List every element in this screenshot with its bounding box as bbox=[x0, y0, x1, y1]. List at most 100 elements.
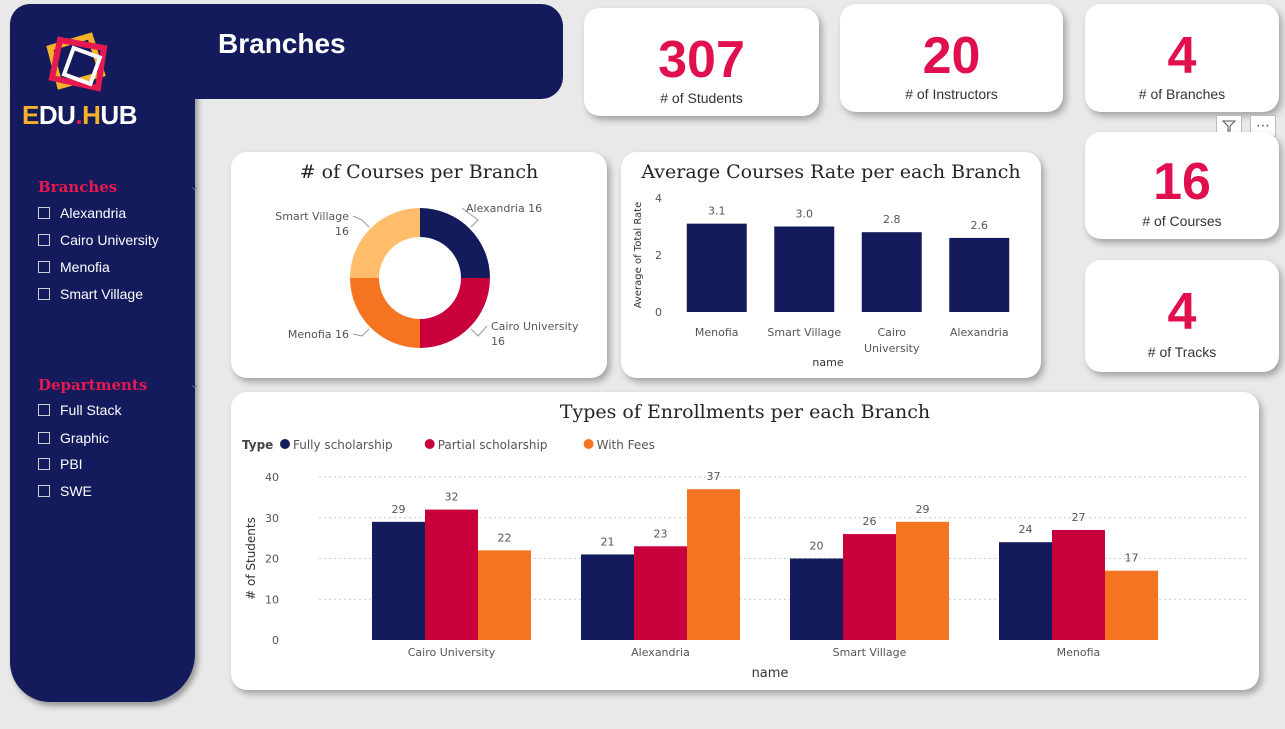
legend-marker bbox=[424, 439, 435, 449]
donut-slice bbox=[420, 278, 490, 348]
chart-title: Average Courses Rate per each Branch bbox=[641, 161, 1021, 183]
checkbox[interactable] bbox=[38, 432, 50, 444]
branch-option-alexandria[interactable]: Alexandria bbox=[38, 205, 126, 221]
x-tick-label: Alexandria bbox=[631, 646, 690, 659]
enrollments-bar-chart: Type Fully scholarship Partial scholarship… bbox=[242, 438, 1249, 681]
data-label: 20 bbox=[810, 540, 824, 553]
legend-label: With Fees bbox=[597, 438, 655, 452]
x-tick-label: Cairo bbox=[878, 326, 907, 339]
checkbox[interactable] bbox=[38, 234, 50, 246]
branch-option-smart-village[interactable]: Smart Village bbox=[38, 286, 143, 302]
leader-line bbox=[352, 215, 370, 228]
kpi-card-tracks: 4 # of Tracks bbox=[1085, 260, 1279, 372]
chevron-down-icon[interactable]: ⌄ bbox=[190, 378, 200, 391]
x-tick-label: Smart Village bbox=[767, 326, 841, 339]
department-option-swe[interactable]: SWE bbox=[38, 483, 92, 499]
kpi-value: 20 bbox=[922, 27, 981, 85]
data-label: 17 bbox=[1125, 552, 1139, 565]
bar bbox=[999, 542, 1052, 640]
y-tick-label: 0 bbox=[272, 634, 279, 647]
branches-slicer-title: Branches bbox=[38, 178, 118, 196]
x-tick-label: Alexandria bbox=[950, 326, 1009, 339]
checkbox[interactable] bbox=[38, 261, 50, 273]
kpi-label: # of Branches bbox=[1138, 86, 1226, 102]
data-label: 3.1 bbox=[708, 205, 726, 218]
data-label: Cairo University 16 bbox=[491, 320, 579, 348]
data-label: Alexandria 16 bbox=[466, 202, 542, 215]
bar bbox=[634, 546, 687, 640]
department-option-full-stack[interactable]: Full Stack bbox=[38, 402, 121, 418]
data-label: 22 bbox=[498, 531, 512, 544]
data-label: Menofia 16 bbox=[288, 328, 349, 341]
y-tick-label: 0 bbox=[655, 306, 662, 319]
bar bbox=[687, 489, 740, 640]
bar bbox=[686, 223, 747, 312]
more-options-icon[interactable]: ⋯ bbox=[1250, 115, 1276, 137]
donut-slice bbox=[350, 278, 420, 348]
bar bbox=[774, 226, 835, 312]
legend-title: Type bbox=[242, 438, 273, 452]
department-option-graphic[interactable]: Graphic bbox=[38, 430, 109, 446]
logo-icon bbox=[46, 32, 108, 92]
data-label: 27 bbox=[1072, 511, 1086, 524]
data-label: 32 bbox=[445, 491, 459, 504]
enrollments-card: Types of Enrollments per each Branch Typ… bbox=[231, 392, 1259, 690]
checkbox[interactable] bbox=[38, 485, 50, 497]
bar bbox=[478, 550, 531, 640]
filter-icon[interactable] bbox=[1216, 115, 1242, 137]
x-tick-label: University bbox=[864, 342, 920, 355]
kpi-card-students: 307 # of Students bbox=[584, 8, 819, 116]
checkbox[interactable] bbox=[38, 458, 50, 470]
avg-rate-card: Average Courses Rate per each Branch 0 2 4… bbox=[621, 152, 1041, 378]
donut-slice bbox=[350, 208, 420, 278]
kpi-value: 16 bbox=[1153, 153, 1211, 211]
branch-option-cairo-university[interactable]: Cairo University bbox=[38, 232, 159, 248]
avg-rate-bar-chart: 0 2 4 Average of Total Rate 3.1 Menofia 3.0 Sma… bbox=[633, 192, 1010, 369]
bar bbox=[372, 521, 425, 640]
departments-slicer-title: Departments bbox=[38, 376, 148, 394]
chart-title: # of Courses per Branch bbox=[299, 161, 539, 183]
page-title: Branches bbox=[218, 28, 346, 59]
kpi-label: # of Instructors bbox=[905, 86, 998, 102]
bar bbox=[581, 554, 634, 640]
kpi-value: 307 bbox=[658, 31, 745, 89]
bar bbox=[425, 509, 478, 640]
chart-title: Types of Enrollments per each Branch bbox=[559, 401, 931, 423]
sidebar bbox=[10, 4, 195, 702]
chevron-down-icon[interactable]: ⌄ bbox=[190, 180, 200, 193]
department-option-pbi[interactable]: PBI bbox=[38, 456, 83, 472]
checkbox[interactable] bbox=[38, 207, 50, 219]
y-tick-label: 40 bbox=[265, 471, 279, 484]
data-label: 29 bbox=[916, 503, 930, 516]
bar bbox=[861, 232, 922, 312]
data-label: 2.8 bbox=[883, 213, 901, 226]
checkbox[interactable] bbox=[38, 404, 50, 416]
branch-option-menofia[interactable]: Menofia bbox=[38, 259, 110, 275]
y-tick-label: 4 bbox=[655, 192, 662, 205]
leader-line bbox=[461, 207, 479, 228]
kpi-card-branches: 4 # of Branches bbox=[1085, 4, 1279, 112]
donut-slice bbox=[420, 208, 490, 278]
leader-line bbox=[470, 325, 488, 337]
x-tick-label: Menofia bbox=[1057, 646, 1101, 659]
checkbox[interactable] bbox=[38, 288, 50, 300]
data-label: 37 bbox=[707, 470, 721, 483]
data-label: 2.6 bbox=[971, 219, 989, 232]
x-tick-label: Smart Village bbox=[833, 646, 907, 659]
legend-label: Partial scholarship bbox=[438, 438, 548, 452]
y-tick-label: 20 bbox=[265, 553, 279, 566]
legend-marker bbox=[280, 439, 290, 449]
kpi-card-courses: 16 # of Courses bbox=[1085, 132, 1279, 239]
y-tick-label: 2 bbox=[655, 249, 662, 262]
data-label: 29 bbox=[392, 503, 406, 516]
bar bbox=[790, 558, 843, 640]
bar bbox=[1052, 529, 1105, 640]
kpi-value: 4 bbox=[1167, 283, 1197, 341]
legend-marker bbox=[583, 439, 594, 449]
bar bbox=[843, 534, 896, 640]
kpi-label: # of Students bbox=[660, 90, 743, 106]
logo-text: EDU.HUB bbox=[22, 100, 137, 130]
x-axis-label: name bbox=[812, 356, 843, 369]
legend-label: Fully scholarship bbox=[293, 438, 393, 452]
x-tick-label: Cairo University bbox=[408, 646, 496, 659]
